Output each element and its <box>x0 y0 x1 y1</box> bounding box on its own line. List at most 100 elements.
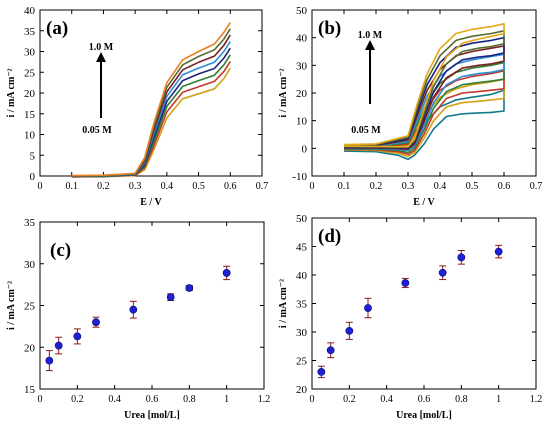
y-tick-label: 25 <box>24 301 36 313</box>
panel-label: (b) <box>318 18 341 39</box>
x-tick-label: 0 <box>38 394 43 405</box>
y-tick-label: 40 <box>296 33 308 45</box>
data-point <box>345 326 354 335</box>
x-tick-label: 0.1 <box>338 181 351 192</box>
annotation-top: 1.0 M <box>89 42 114 53</box>
x-tick-label: 1.2 <box>530 394 543 405</box>
annotation-bottom: 0.05 M <box>82 125 112 136</box>
x-tick-label: 0.8 <box>455 394 468 405</box>
y-axis-label: i / mA cm⁻² <box>6 281 17 330</box>
panel-d: 0 0.2 0.4 0.6 0.8 1 1.2 20 25 30 35 40 45 50 Urea [mol… <box>278 213 542 421</box>
cv-curve-6 <box>343 45 505 150</box>
cv-curve-7 <box>343 36 505 149</box>
y-tick-label: 5 <box>30 150 36 162</box>
y-tick-label: 35 <box>296 299 308 311</box>
x-tick-label: 0.4 <box>161 181 174 192</box>
x-tick-label: 0.6 <box>224 181 237 192</box>
y-tick-label: 30 <box>296 327 308 339</box>
data-point <box>185 284 194 292</box>
data-point <box>166 293 175 302</box>
x-tick-label: 0.4 <box>108 394 121 405</box>
data-point <box>401 279 410 287</box>
data-point <box>92 318 100 327</box>
y-tick-label: 50 <box>296 213 308 225</box>
x-tick-label: 0 <box>310 394 315 405</box>
x-tick-label: 0 <box>310 181 315 192</box>
x-tick-label: 0.8 <box>183 394 196 405</box>
cv-curve-3 <box>71 54 231 178</box>
x-tick-label: 1.2 <box>258 394 271 405</box>
plot-frame <box>39 221 265 390</box>
data-point <box>45 356 54 365</box>
data-point <box>326 346 335 355</box>
panel-c: 0 0.2 0.4 0.6 0.8 1 1.2 15 20 25 30 35 Urea [mol/L] i… <box>6 217 270 421</box>
x-tick-label: 0.4 <box>434 181 447 192</box>
x-tick-label: 0.6 <box>146 394 159 405</box>
y-tick-label: -10 <box>292 171 307 183</box>
y-axis-label: i / mA cm⁻² <box>6 68 17 117</box>
x-tick-label: 0.2 <box>370 181 383 192</box>
cv-curve-8 <box>71 21 231 177</box>
y-tick-label: 20 <box>296 88 308 100</box>
plot-frame <box>311 217 537 390</box>
panel-label: (d) <box>318 226 341 247</box>
panel-label: (a) <box>46 18 68 39</box>
y-tick-label: 40 <box>296 270 308 282</box>
data-point <box>438 268 447 277</box>
y-tick-label: 20 <box>296 384 308 396</box>
data-point <box>73 332 82 341</box>
y-tick-label: 30 <box>296 60 308 72</box>
y-tick-label: 10 <box>24 130 36 142</box>
y-tick-label: 35 <box>24 26 36 38</box>
y-tick-label: 35 <box>24 217 36 229</box>
x-tick-label: 0.7 <box>530 181 543 192</box>
y-tick-label: 20 <box>24 88 36 100</box>
y-tick-label: 50 <box>296 5 308 17</box>
y-tick-label: 0 <box>30 171 36 183</box>
y-tick-label: 25 <box>24 67 36 79</box>
x-tick-label: 0.2 <box>343 394 356 405</box>
y-tick-label: 30 <box>24 259 36 271</box>
x-axis-label: Urea [mol/L] <box>396 410 452 421</box>
y-tick-label: 15 <box>24 109 36 121</box>
x-tick-label: 0 <box>38 181 43 192</box>
y-tick-label: 30 <box>24 47 36 59</box>
annotation-bottom: 0.05 M <box>351 125 381 136</box>
data-point <box>457 253 466 262</box>
x-tick-label: 1 <box>224 394 229 405</box>
y-tick-label: 25 <box>296 356 308 368</box>
y-tick-label: 20 <box>24 342 36 354</box>
x-tick-label: 0.3 <box>129 181 142 192</box>
y-axis-label: i / mA cm⁻² <box>278 68 289 117</box>
panel-a: 0 0.1 0.2 0.3 0.4 0.5 0.6 0.7 0 5 10 15 20 25 30 35 40 E … <box>6 5 268 208</box>
y-tick-label: 15 <box>24 384 36 396</box>
x-tick-label: 0.6 <box>498 181 511 192</box>
data-point <box>364 304 372 312</box>
x-tick-label: 0.4 <box>380 394 393 405</box>
data-point <box>317 367 326 376</box>
x-tick-label: 0.7 <box>256 181 269 192</box>
y-tick-label: 40 <box>24 5 36 17</box>
panel-label: (c) <box>50 240 71 261</box>
x-tick-label: 0.5 <box>192 181 205 192</box>
cv-curve-5 <box>343 53 505 152</box>
cv-curve-2 <box>71 61 231 178</box>
cv-curve-9 <box>343 22 505 148</box>
x-tick-label: 0.2 <box>71 394 84 405</box>
x-tick-label: 0.5 <box>466 181 479 192</box>
x-axis-label: E / V <box>140 197 162 208</box>
x-tick-label: 0.6 <box>418 394 431 405</box>
annotation-top: 1.0 M <box>358 30 383 41</box>
y-tick-label: 0 <box>302 143 308 155</box>
x-tick-label: 0.2 <box>97 181 110 192</box>
x-axis-label: Urea [mol/L] <box>124 410 180 421</box>
data-point <box>222 269 231 277</box>
data-point <box>54 341 63 350</box>
data-point <box>129 305 138 314</box>
y-axis-label: i / mA cm⁻² <box>278 279 289 328</box>
data-point <box>494 247 503 256</box>
x-tick-label: 1 <box>496 394 501 405</box>
x-axis-label: E / V <box>413 197 435 208</box>
